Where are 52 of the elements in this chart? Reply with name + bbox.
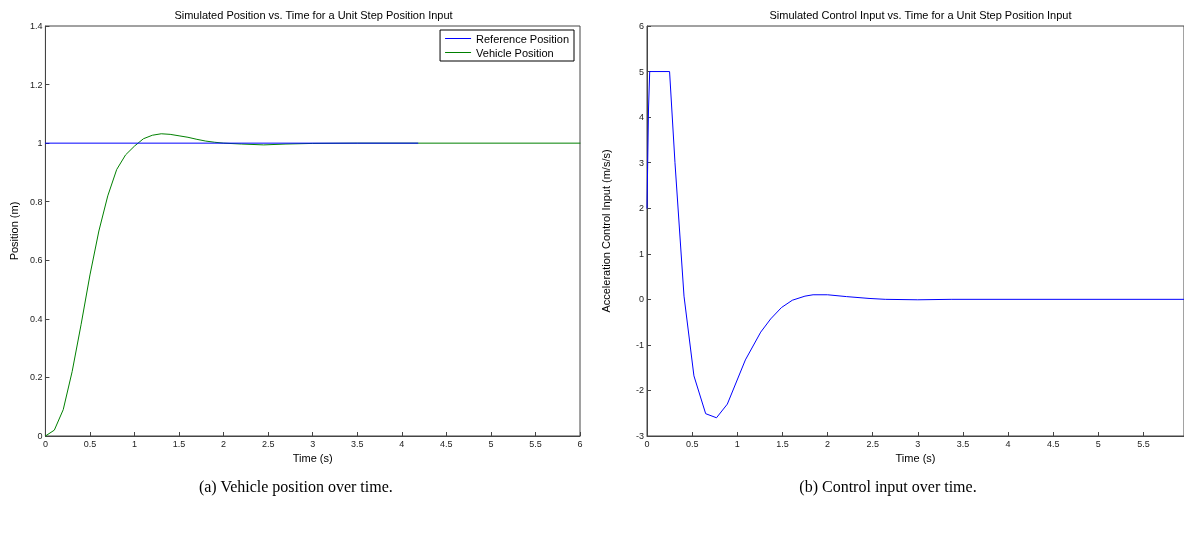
x-tick-label: 2 xyxy=(221,438,227,449)
x-axis-title: Time (s) xyxy=(292,452,333,465)
text: (b) Control input over time. xyxy=(799,477,977,496)
y-tick-label: -3 xyxy=(635,431,644,441)
y-tick-label: 0 xyxy=(37,431,43,441)
x-tick-label: 2.5 xyxy=(866,438,879,449)
y-tick-label: 4 xyxy=(638,112,644,123)
y-tick-label: 1 xyxy=(37,138,43,149)
x-tick-label: 1 xyxy=(734,438,740,449)
y-tick-label: 5 xyxy=(638,66,644,77)
y-tick-label: 6 xyxy=(638,21,644,31)
x-tick-label: 5.5 xyxy=(529,438,542,449)
y-tick-label: 0.8 xyxy=(29,196,43,207)
x-tick-label: 1.5 xyxy=(776,438,789,449)
y-tick-label: 0.4 xyxy=(29,313,43,324)
x-tick-label: 0.5 xyxy=(685,438,699,449)
x-tick-label: 5 xyxy=(1095,438,1101,449)
x-tick-label: 1 xyxy=(132,438,138,449)
x-tick-label: 6 xyxy=(577,438,583,449)
x-tick-label: 4 xyxy=(399,438,405,449)
x-tick-label: 2.5 xyxy=(261,438,275,449)
y-tick-label: 2 xyxy=(638,203,644,214)
x-tick-label: 3 xyxy=(915,438,921,449)
y-tick-label: -2 xyxy=(635,385,644,396)
line-series xyxy=(646,71,1184,419)
x-tick-label: 4 xyxy=(1005,438,1011,449)
x-tick-label: 0.5 xyxy=(83,438,97,449)
x-tick-label: 4.5 xyxy=(440,438,453,449)
y-tick-label: 1.2 xyxy=(29,79,43,90)
x-tick-label: 5.5 xyxy=(1137,438,1150,449)
chart-title: Simulated Position vs. Time for a Unit Step Position Input xyxy=(174,8,453,21)
y-axis-title: Position (m) xyxy=(7,201,20,261)
y-tick-label: 0.6 xyxy=(29,255,43,266)
text: (a) Vehicle position over time. xyxy=(198,477,393,496)
legend-label: Reference Position xyxy=(476,32,570,45)
x-axis-title: Time (s) xyxy=(895,452,936,465)
x-tick-label: 2 xyxy=(825,438,831,449)
y-tick-label: -1 xyxy=(635,339,644,350)
y-tick-label: 0 xyxy=(638,294,644,305)
chart-title: Simulated Control Input vs. Time for a Unit Step Position Input xyxy=(769,8,1072,21)
y-axis-title: Acceleration Control Input (m/s/s) xyxy=(599,149,612,313)
x-tick-label: 3 xyxy=(310,438,316,449)
y-tick-label: 0.2 xyxy=(29,372,43,383)
y-tick-label: 1.4 xyxy=(29,21,43,31)
x-tick-label: 5 xyxy=(488,438,494,449)
legend-label: Vehicle Position xyxy=(476,46,554,59)
y-tick-label: 1 xyxy=(638,248,644,259)
x-tick-label: 3.5 xyxy=(956,438,970,449)
x-tick-label: 3.5 xyxy=(351,438,364,449)
x-tick-label: 4.5 xyxy=(1046,438,1060,449)
x-tick-label: 1.5 xyxy=(172,438,186,449)
y-tick-label: 3 xyxy=(638,157,644,168)
